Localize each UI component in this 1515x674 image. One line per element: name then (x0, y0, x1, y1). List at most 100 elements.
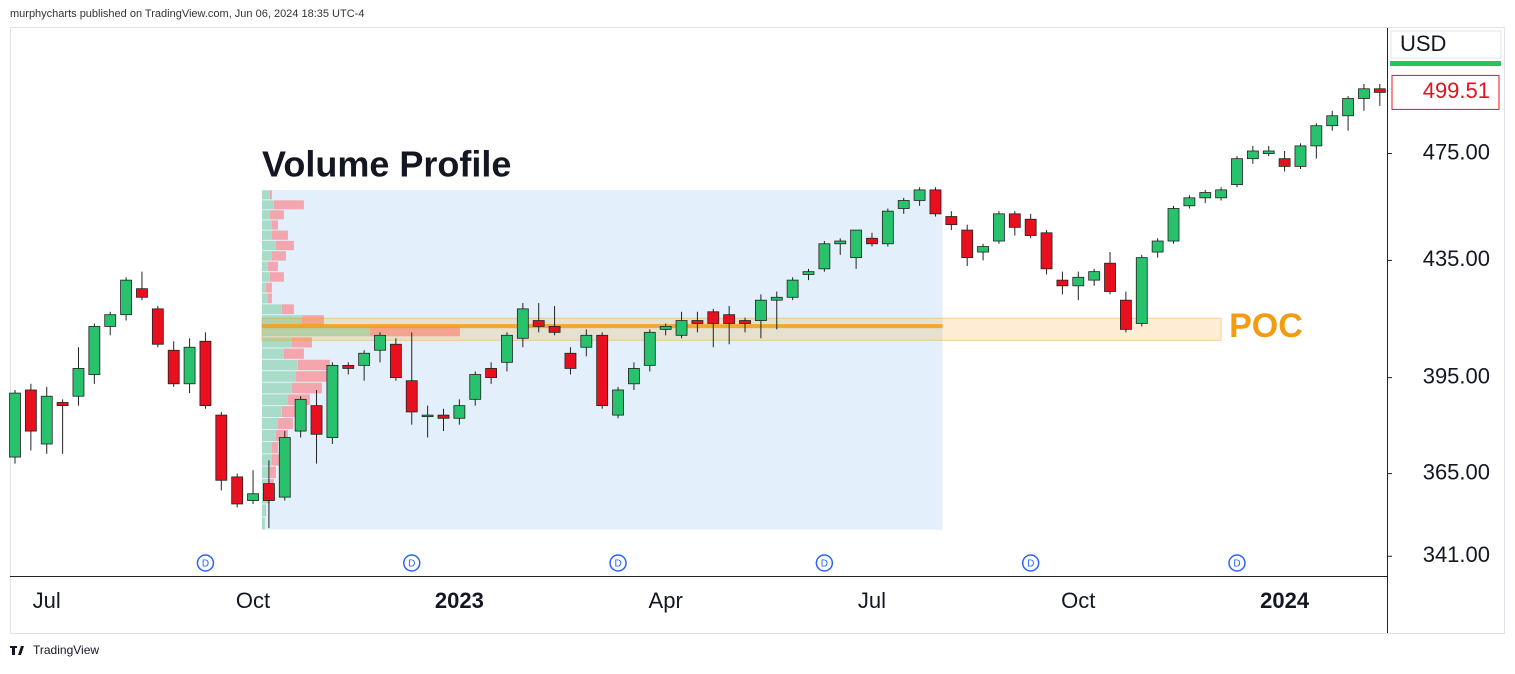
candle-body (1326, 115, 1339, 127)
candle-body (834, 240, 847, 245)
profile-down (275, 240, 294, 251)
candle-body (120, 279, 132, 316)
profile-up (261, 293, 268, 304)
dividend-label: D (202, 559, 209, 570)
profile-up (261, 240, 276, 251)
candle-body (104, 314, 117, 327)
candle-body (675, 320, 688, 336)
candle-body (945, 216, 958, 226)
candle-body (167, 349, 180, 385)
y-tick-label: 341.00 (1423, 542, 1490, 567)
candle-body (1278, 158, 1291, 167)
x-tick-label: Oct (1061, 588, 1095, 613)
dividend-marker (196, 554, 215, 572)
profile-down (281, 304, 294, 315)
dividend-marker (1228, 554, 1246, 572)
candle-body (1104, 262, 1116, 292)
profile-up (261, 315, 302, 326)
dividend-marker (1021, 554, 1040, 572)
candle-body (1167, 208, 1180, 242)
profile-up (261, 517, 265, 530)
candle-body (993, 213, 1005, 242)
candle-body (1373, 88, 1386, 93)
profile-down (271, 230, 288, 240)
profile-down (269, 190, 272, 200)
profile-up (261, 371, 296, 382)
profile-down (265, 282, 272, 293)
candle-body (485, 368, 498, 379)
profile-up (261, 230, 272, 240)
dividend-label: D (408, 559, 415, 570)
candle-body (310, 405, 323, 435)
candle-body (1151, 240, 1164, 253)
last-price: 499.51 (1423, 78, 1490, 103)
candle-body (199, 340, 212, 407)
candle-body (469, 374, 482, 400)
annotation: Volume Profile (262, 144, 511, 185)
profile-down (273, 200, 304, 210)
candle-body (247, 493, 259, 501)
candle-body (231, 476, 244, 505)
profile-down (271, 454, 279, 466)
profile-up (261, 272, 270, 282)
profile-down (281, 406, 300, 417)
candle-body (548, 326, 561, 333)
candle-body (263, 483, 275, 501)
x-tick-label: 2024 (1260, 588, 1310, 613)
candle-body (1215, 189, 1228, 199)
profile-up (261, 326, 370, 337)
candle-body (612, 389, 624, 416)
profile-down (264, 504, 266, 517)
dividend-marker (815, 554, 834, 572)
profile-down (295, 371, 336, 382)
candle-body (659, 326, 672, 330)
footer: TradingView (33, 643, 99, 657)
candles (9, 83, 1386, 529)
candle-body (1231, 158, 1243, 186)
candle-body (1040, 232, 1053, 270)
candle-body (564, 352, 577, 369)
dividend-label: D (1027, 559, 1034, 570)
candle-body (56, 402, 69, 407)
candle-body (897, 200, 910, 209)
profile-down (283, 348, 304, 359)
last-price-box (1391, 74, 1500, 110)
candle-body (881, 210, 894, 245)
profile-down (271, 251, 286, 261)
candle-body (1262, 150, 1275, 154)
candle-body (707, 311, 720, 324)
profile-up (261, 348, 284, 359)
candle-body (754, 299, 767, 321)
candle-body (1072, 276, 1085, 287)
y-tick-label: 395.00 (1423, 363, 1490, 388)
profile-down (291, 382, 322, 394)
candle-body (1310, 125, 1323, 147)
candle-body (770, 296, 783, 301)
candle-body (580, 334, 593, 348)
candle-body (294, 398, 307, 432)
candle-body (278, 437, 291, 498)
candle-body (72, 368, 85, 397)
candle-body (532, 320, 545, 327)
candle-body (818, 243, 831, 270)
profile-up (261, 406, 282, 417)
candle-body (342, 364, 355, 369)
indicator-bar (1390, 61, 1501, 66)
currency-box (1390, 30, 1502, 59)
profile-up (261, 304, 282, 315)
candle-body (501, 334, 513, 363)
profile-up (261, 359, 298, 371)
dividend-label: D (614, 559, 621, 570)
profile-up (261, 442, 272, 454)
candle-body (421, 414, 434, 418)
profile-up (261, 220, 272, 230)
profile-up (261, 454, 272, 466)
candle-body (691, 320, 704, 324)
profile-down (277, 417, 293, 429)
profile-down (269, 466, 276, 479)
y-tick-label: 365.00 (1423, 459, 1490, 484)
candle-body (913, 189, 926, 201)
candle-body (1199, 192, 1212, 199)
